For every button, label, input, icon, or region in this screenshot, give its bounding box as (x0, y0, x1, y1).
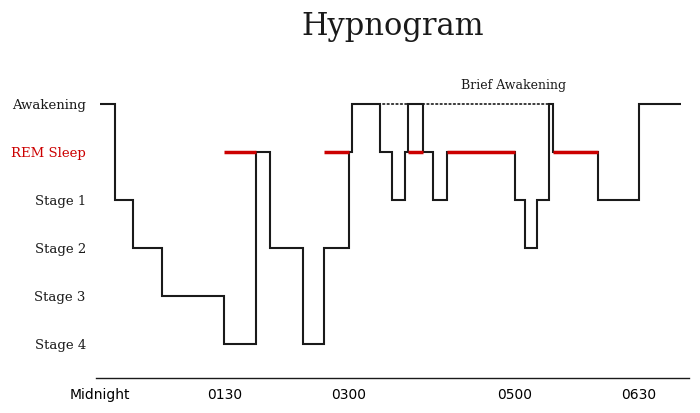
Title: Hypnogram: Hypnogram (301, 11, 484, 42)
Text: Brief Awakening: Brief Awakening (461, 79, 566, 92)
